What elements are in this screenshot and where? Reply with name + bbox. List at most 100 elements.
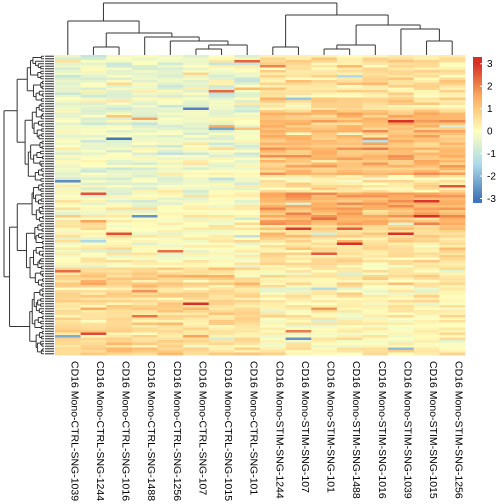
heatmap-cell	[285, 335, 312, 338]
heatmap-cell	[260, 77, 287, 81]
heatmap-cell	[260, 162, 287, 166]
heatmap-cell	[439, 282, 466, 286]
heatmap-cell	[388, 65, 415, 68]
heatmap-cell	[311, 275, 338, 278]
heatmap-cell	[131, 345, 158, 348]
heatmap-cell	[311, 210, 338, 213]
heatmap-cell	[131, 245, 158, 248]
heatmap-cell	[106, 77, 133, 81]
heatmap-cell	[336, 225, 363, 228]
heatmap-cell	[285, 187, 312, 191]
heatmap-cell	[208, 265, 235, 268]
heatmap-cell	[260, 315, 287, 318]
heatmap-cell	[106, 245, 133, 248]
heatmap-cell	[439, 187, 466, 191]
heatmap-cell	[183, 192, 210, 196]
heatmap-cell	[157, 102, 184, 106]
heatmap-cell	[388, 170, 415, 173]
heatmap-cell	[106, 187, 133, 191]
heatmap-cell	[439, 320, 466, 323]
heatmap-cell	[285, 345, 312, 348]
heatmap-cell	[234, 330, 261, 333]
heatmap-cell	[311, 135, 338, 138]
heatmap-cell	[388, 140, 415, 143]
heatmap-cell	[311, 132, 338, 136]
heatmap-cell	[413, 177, 440, 181]
heatmap-cell	[388, 105, 415, 108]
heatmap-cell	[80, 195, 107, 198]
heatmap-cell	[131, 347, 158, 351]
heatmap-cell	[260, 152, 287, 156]
heatmap-cell	[336, 185, 363, 188]
heatmap-cell	[413, 110, 440, 113]
heatmap-cell	[413, 117, 440, 121]
column-label: CD16 Mono-CTRL-SNG-1015	[222, 361, 234, 501]
heatmap-cell	[234, 80, 261, 83]
heatmap-cell	[234, 342, 261, 346]
heatmap-cell	[157, 87, 184, 91]
heatmap-cell	[234, 75, 261, 78]
heatmap-cell	[183, 222, 210, 226]
heatmap-cell	[183, 252, 210, 256]
heatmap-cell	[55, 335, 82, 338]
heatmap-cell	[183, 85, 210, 88]
heatmap-cell	[183, 202, 210, 206]
heatmap-cell	[336, 82, 363, 86]
heatmap-cell	[106, 105, 133, 108]
heatmap-cell	[208, 352, 235, 356]
heatmap-cell	[311, 185, 338, 188]
heatmap-cell	[80, 317, 107, 321]
heatmap-cell	[388, 240, 415, 243]
heatmap-cell	[55, 160, 82, 163]
heatmap-cell	[439, 127, 466, 131]
heatmap-cell	[55, 235, 82, 238]
heatmap-cell	[362, 315, 389, 318]
heatmap-cell	[285, 165, 312, 168]
heatmap-cell	[208, 127, 235, 131]
heatmap-cell	[80, 72, 107, 76]
heatmap-cell	[55, 170, 82, 173]
heatmap-cell	[388, 200, 415, 203]
heatmap-cell	[260, 232, 287, 236]
heatmap-cell	[285, 175, 312, 178]
heatmap-cell	[183, 230, 210, 233]
heatmap-cell	[234, 247, 261, 251]
heatmap-cell	[208, 162, 235, 166]
heatmap-cell	[336, 300, 363, 303]
heatmap-cell	[311, 190, 338, 193]
legend-color-bar	[473, 57, 482, 203]
heatmap-cell	[106, 70, 133, 73]
heatmap-cell	[388, 157, 415, 161]
heatmap-cell	[362, 95, 389, 98]
heatmap-cell	[234, 182, 261, 186]
heatmap-cell	[234, 252, 261, 256]
heatmap-cell	[157, 270, 184, 273]
heatmap-cell	[311, 220, 338, 223]
heatmap-cell	[413, 290, 440, 293]
heatmap-cell	[234, 280, 261, 283]
heatmap-cell	[234, 312, 261, 316]
heatmap-cell	[260, 252, 287, 256]
heatmap-cell	[55, 305, 82, 308]
heatmap-cell	[106, 290, 133, 293]
heatmap-cell	[234, 240, 261, 243]
heatmap-cell	[80, 217, 107, 221]
heatmap-cell	[157, 232, 184, 236]
heatmap-cell	[131, 90, 158, 93]
heatmap-cell	[439, 302, 466, 306]
legend-tick-label: -3	[487, 194, 496, 205]
heatmap-cell	[311, 140, 338, 143]
heatmap-cell	[388, 57, 415, 61]
heatmap-cell	[336, 145, 363, 148]
heatmap-cell	[55, 145, 82, 148]
heatmap-cell	[413, 127, 440, 131]
heatmap-cell	[362, 230, 389, 233]
heatmap-cell	[336, 262, 363, 266]
heatmap-cell	[388, 72, 415, 76]
heatmap-cell	[80, 95, 107, 98]
heatmap-cell	[311, 245, 338, 248]
heatmap-cell	[157, 322, 184, 326]
heatmap-cell	[80, 112, 107, 116]
heatmap-cell	[439, 67, 466, 71]
heatmap-cell	[157, 255, 184, 258]
